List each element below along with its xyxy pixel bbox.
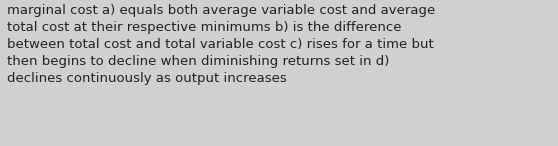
Text: marginal cost a) equals both average variable cost and average
total cost at the: marginal cost a) equals both average var… [7,4,435,85]
